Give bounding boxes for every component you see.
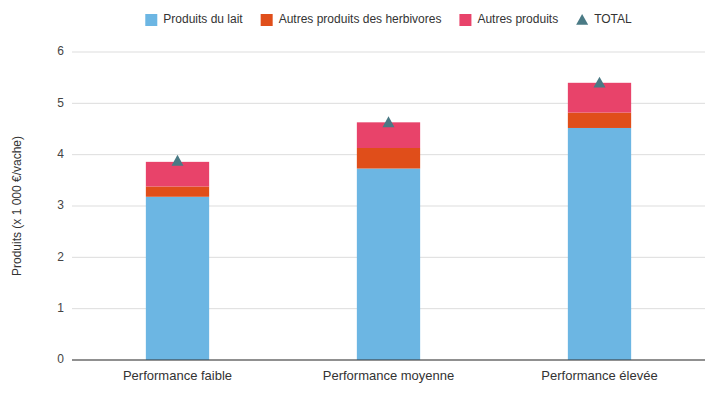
- legend-item: Autres produits des herbivores: [261, 12, 442, 26]
- legend-swatch: [576, 14, 588, 25]
- legend-item: Autres produits: [459, 12, 558, 26]
- bar: [357, 148, 420, 169]
- marker: [594, 77, 606, 88]
- x-axis-line: [72, 360, 705, 361]
- legend-label: Produits du lait: [163, 12, 243, 26]
- legend: Produits du lait Autres produits des herb…: [145, 12, 632, 26]
- bar: [357, 169, 420, 360]
- bar: [568, 113, 631, 128]
- legend-swatch: [459, 14, 471, 26]
- bar: [568, 128, 631, 360]
- legend-item: Produits du lait: [145, 12, 243, 26]
- marker: [383, 116, 395, 127]
- marks: [146, 77, 631, 360]
- bar: [146, 186, 209, 196]
- y-tick-label: 5: [57, 96, 64, 110]
- x-tick-label: Performance faible: [123, 368, 232, 383]
- y-tick-label: 4: [57, 147, 64, 161]
- legend-label: TOTAL: [594, 12, 632, 26]
- y-tick-label: 6: [57, 44, 64, 58]
- legend-swatch: [145, 14, 157, 26]
- y-tick-label: 3: [57, 198, 64, 212]
- bar: [146, 197, 209, 360]
- grid-line: [72, 52, 705, 53]
- chart: 0 1 2 3 4 5 6 Produits (x 1 000 €/vache) Perform…: [0, 0, 725, 400]
- y-axis: 0 1 2 3 4 5 6: [57, 44, 705, 366]
- y-tick-label: 2: [57, 250, 64, 264]
- x-tick-label: Performance élevée: [541, 368, 657, 383]
- grid-line: [72, 360, 705, 361]
- legend-label: Autres produits des herbivores: [279, 12, 442, 26]
- y-tick-label: 1: [57, 301, 64, 315]
- marker: [172, 155, 184, 166]
- legend-label: Autres produits: [477, 12, 558, 26]
- y-tick-label: 0: [57, 352, 64, 366]
- x-tick-label: Performance moyenne: [323, 368, 455, 383]
- legend-item: TOTAL: [576, 12, 632, 26]
- legend-swatch: [261, 14, 273, 26]
- y-axis-label: Produits (x 1 000 €/vache): [10, 136, 24, 276]
